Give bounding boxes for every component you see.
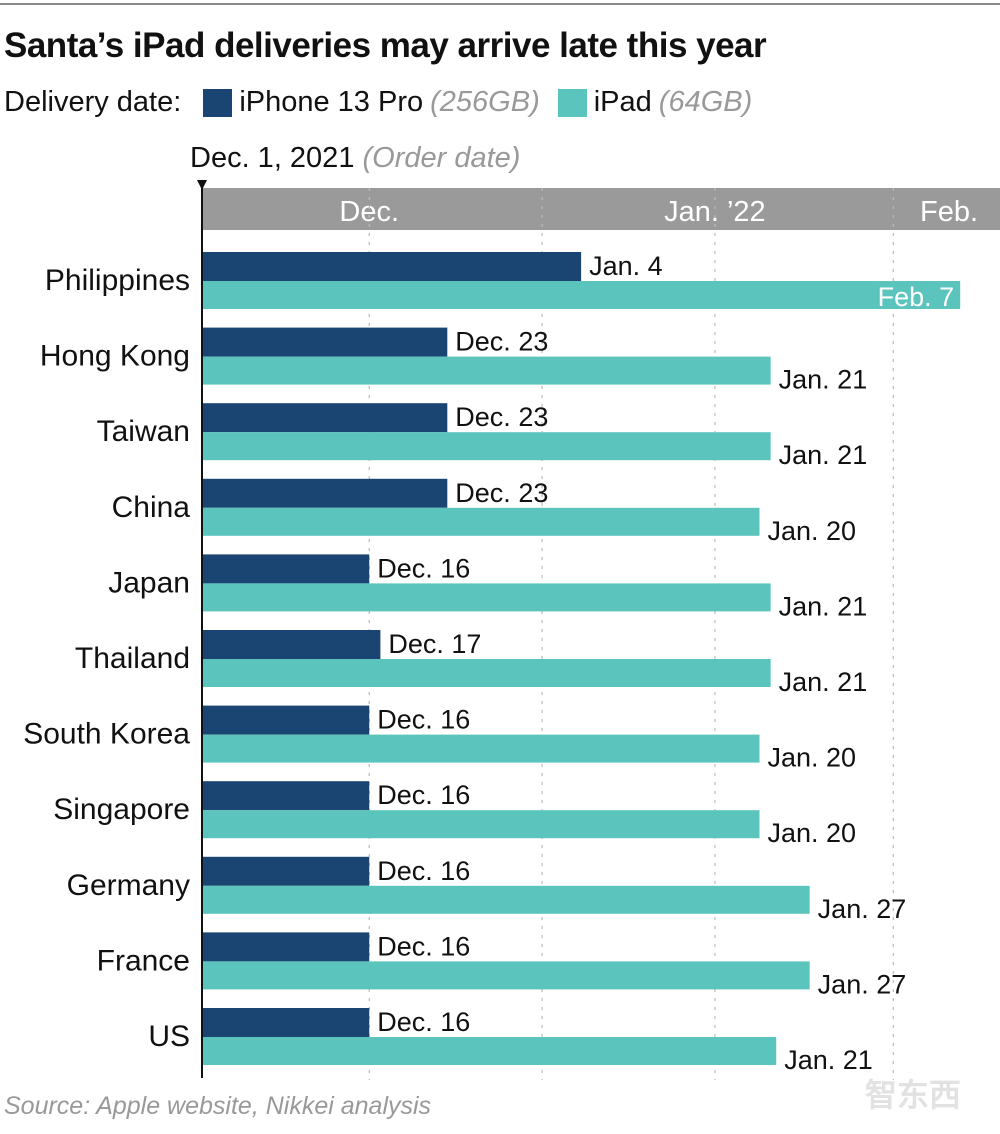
order-date-note: (Order date) xyxy=(362,142,521,174)
value-label: Feb. 7 xyxy=(878,282,955,312)
ipad-bar xyxy=(202,961,810,990)
country-label: Germany xyxy=(67,869,190,902)
value-label: Dec. 23 xyxy=(455,402,548,432)
ipad-bar xyxy=(202,432,771,461)
iphone-bar xyxy=(202,327,448,357)
legend-label: Delivery date: xyxy=(4,86,182,118)
ipad-bar xyxy=(202,507,760,536)
ipad-bar xyxy=(202,810,760,839)
ipad-bar xyxy=(202,356,771,385)
country-label: Japan xyxy=(108,566,190,599)
value-label: Dec. 16 xyxy=(377,553,470,583)
country-label: Philippines xyxy=(45,264,190,297)
ipad-bar xyxy=(202,281,961,309)
chart-title: Santa’s iPad deliveries may arrive late … xyxy=(4,26,767,65)
country-label: Hong Kong xyxy=(40,340,190,373)
iphone-bar xyxy=(202,781,370,811)
value-label: Dec. 16 xyxy=(377,856,470,886)
iphone-bar xyxy=(202,1008,370,1037)
ipad-bar xyxy=(202,885,810,914)
month-label: Dec. xyxy=(339,196,399,228)
iphone-bar xyxy=(202,856,370,886)
country-label: Singapore xyxy=(53,793,190,826)
country-label: France xyxy=(97,944,190,977)
value-label: Dec. 16 xyxy=(377,931,470,961)
value-label: Jan. 20 xyxy=(768,743,857,773)
month-label: Feb. xyxy=(920,196,978,228)
value-label: Jan. 27 xyxy=(818,894,907,924)
legend-ipad-note: (64GB) xyxy=(658,86,753,118)
country-label: South Korea xyxy=(23,718,190,751)
value-label: Jan. 20 xyxy=(768,818,857,848)
ipad-bar xyxy=(202,583,771,612)
value-label: Dec. 16 xyxy=(377,780,470,810)
ipad-bar xyxy=(202,1037,777,1065)
value-label: Dec. 23 xyxy=(455,478,548,508)
top-rule xyxy=(0,3,1000,5)
legend-iphone-name: iPhone 13 Pro xyxy=(239,86,424,118)
value-label: Jan. 27 xyxy=(818,969,907,999)
month-label: Jan. ’22 xyxy=(664,196,766,228)
value-label: Jan. 21 xyxy=(784,1045,873,1075)
ipad-bar xyxy=(202,734,760,763)
country-label: China xyxy=(112,491,191,524)
iphone-bar xyxy=(202,705,370,735)
legend: Delivery date: iPhone 13 Pro (256GB) iPa… xyxy=(4,86,752,119)
value-label: Dec. 17 xyxy=(388,629,481,659)
watermark: 智东西 xyxy=(865,1077,962,1113)
value-label: Jan. 21 xyxy=(779,365,868,395)
source-note: Source: Apple website, Nikkei analysis xyxy=(4,1092,432,1120)
order-date: Dec. 1, 2021 (Order date) xyxy=(190,142,520,175)
iphone-bar xyxy=(202,554,370,584)
iphone-bar xyxy=(202,932,370,962)
order-date-label: Dec. 1, 2021 xyxy=(190,142,355,174)
value-label: Jan. 21 xyxy=(779,667,868,697)
value-label: Dec. 16 xyxy=(377,1007,470,1037)
country-label: Taiwan xyxy=(97,415,190,448)
value-label: Jan. 21 xyxy=(779,591,868,621)
value-label: Jan. 20 xyxy=(768,516,857,546)
country-label: Thailand xyxy=(75,642,190,675)
legend-swatch-iphone xyxy=(203,88,233,117)
iphone-bar xyxy=(202,478,448,508)
month-band xyxy=(202,188,1000,230)
legend-swatch-ipad xyxy=(557,88,587,117)
value-label: Jan. 21 xyxy=(779,440,868,470)
iphone-bar xyxy=(202,403,448,433)
iphone-bar xyxy=(202,630,381,659)
legend-ipad-name: iPad xyxy=(593,86,652,118)
ipad-bar xyxy=(202,659,771,687)
value-label: Dec. 23 xyxy=(455,327,548,357)
order-date-marker-icon xyxy=(197,180,207,190)
legend-iphone-note: (256GB) xyxy=(430,86,540,118)
country-label: US xyxy=(148,1020,190,1053)
value-label: Jan. 4 xyxy=(589,251,663,281)
value-label: Dec. 16 xyxy=(377,705,470,735)
iphone-bar xyxy=(202,252,582,281)
